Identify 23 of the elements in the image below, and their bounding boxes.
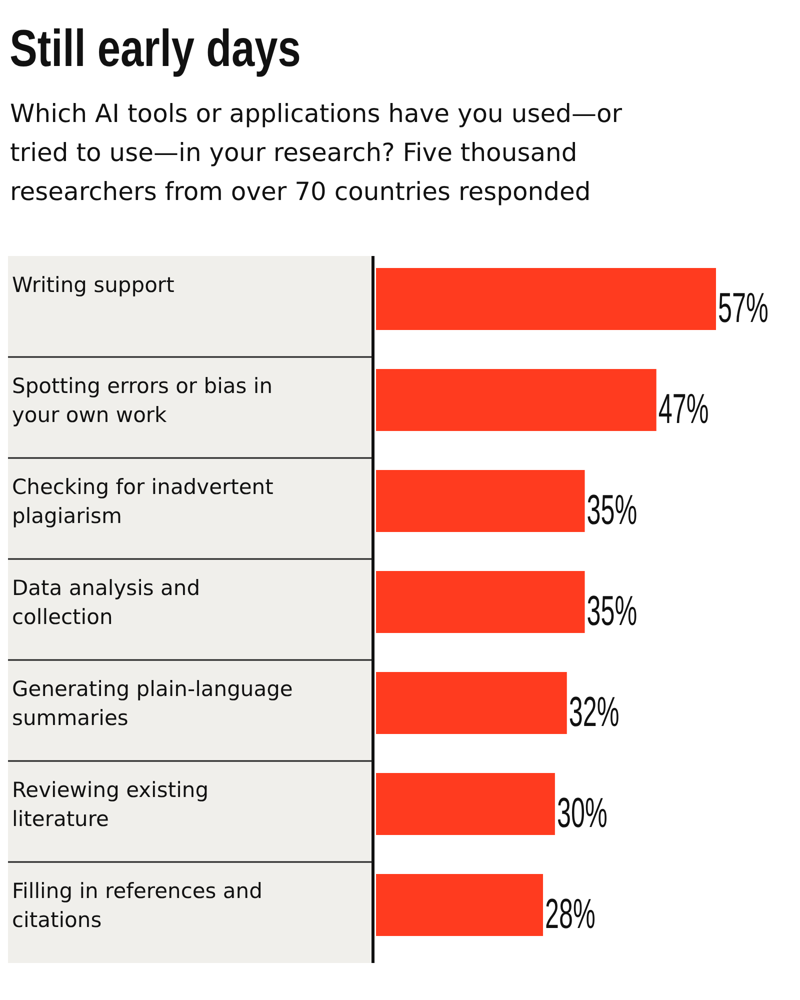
data-label: 30% (556, 790, 608, 837)
data-label: 32% (568, 690, 620, 736)
y-tick-label: Filling in references and citations (12, 879, 262, 932)
chart-title: Still early days (10, 18, 301, 78)
y-tick-label: Checking for inadvertent plagiarism (12, 475, 274, 528)
y-tick-label: Data analysis and collection (12, 576, 200, 629)
bar (376, 571, 585, 633)
bar (376, 672, 567, 734)
data-label: 57% (718, 286, 768, 332)
data-label: 28% (545, 892, 596, 938)
bar (376, 268, 716, 330)
y-tick-label: Writing support (12, 273, 174, 297)
data-label: 35% (586, 488, 638, 534)
bar (376, 874, 544, 936)
bar (376, 369, 656, 431)
chart-subtitle: Which AI tools or applications have you used—or tried to use—in your research? Five thousand researchers from over 70 countries responded (10, 99, 623, 206)
bar (376, 773, 555, 835)
data-label: 35% (586, 588, 638, 635)
y-tick-label: Generating plain-language summaries (12, 677, 293, 730)
bar (376, 470, 585, 532)
data-label: 47% (658, 386, 709, 433)
y-tick-label: Reviewing existing literature (12, 778, 209, 831)
y-tick-label: Spotting errors or bias in your own work (12, 374, 273, 427)
